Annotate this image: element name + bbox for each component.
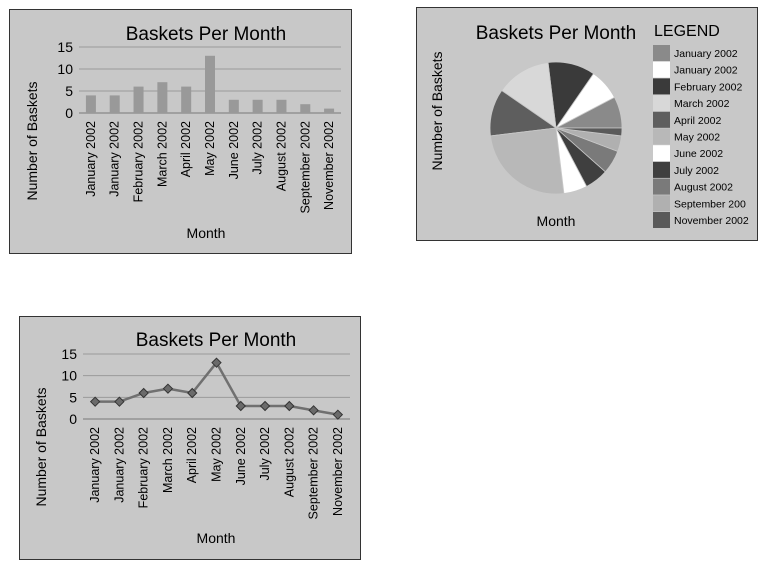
legend-title: LEGEND [654,23,720,40]
bar-xtick-label: February 2002 [132,121,146,202]
bar-ytick-label: 5 [65,83,73,99]
line-xtick-label: June 2002 [234,427,248,485]
line-xtick-label: February 2002 [137,427,151,508]
data-point [162,383,174,394]
line-xtick-label: April 2002 [185,427,199,483]
line-xtick-label: March 2002 [161,427,175,493]
legend-swatch [653,95,670,112]
line-ytick-label: 10 [61,368,77,384]
legend-swatch [653,212,670,228]
bar-chart-xlabel: Month [187,225,226,241]
legend-swatch [653,195,670,212]
bar-ytick-label: 10 [57,61,73,77]
data-point [114,396,125,407]
line-xtick-label: August 2002 [282,427,296,497]
bar-xtick-label: June 2002 [227,121,241,179]
bar [324,108,335,113]
line-chart-panel: Baskets Per Month Month Number of Basket… [19,316,361,560]
legend-swatch [653,78,670,95]
line-xtick-label: May 2002 [210,427,224,482]
pie-chart-xlabel: Month [537,213,576,229]
line-xtick-label: November 2002 [331,427,345,516]
bar-xtick-label: August 2002 [274,121,288,191]
data-point [211,357,222,368]
bar [228,99,239,113]
legend-label: September 200 [674,198,746,210]
line-ytick-label: 0 [69,411,77,427]
bar [276,99,287,113]
data-point [259,400,271,412]
bar-ytick-label: 15 [57,39,73,55]
line-chart: Baskets Per Month Month Number of Basket… [33,330,350,546]
bar-ytick-label: 0 [65,105,73,121]
bar-chart-panel: Baskets Per Month Month Number of Basket… [9,9,352,254]
line-xtick-label: July 2002 [258,427,272,481]
data-point [235,400,246,412]
line-chart-title: Baskets Per Month [136,330,297,351]
data-point [284,400,295,412]
legend-label: November 2002 [674,215,749,227]
pie-chart-title: Baskets Per Month [476,23,637,44]
pie-chart-panel: Baskets Per Month Number of Baskets Mont… [416,7,758,241]
legend-swatch [653,145,670,162]
bar [109,95,120,113]
pie-slice [555,127,623,137]
legend-swatch [653,111,670,128]
bar-chart-ylabel: Number of Baskets [24,81,40,200]
legend-label: January 2002 [674,65,738,77]
data-point [138,387,149,399]
legend-label: March 2002 [674,98,730,110]
bar [300,104,311,113]
line-chart-ylabel: Number of Baskets [33,387,49,506]
legend-label: May 2002 [674,132,720,144]
legend-swatch [653,128,670,145]
legend-label: July 2002 [674,165,719,177]
bar [252,99,263,113]
legend-swatch [653,161,670,178]
pie-slice [490,127,565,195]
legend-label: August 2002 [674,182,733,194]
line-ytick-label: 5 [69,389,77,405]
line-xtick-label: January 2002 [88,427,102,503]
line-xtick-label: January 2002 [112,427,126,503]
bar-chart-title: Baskets Per Month [126,24,287,45]
legend-swatch [653,45,670,61]
pie-chart: Baskets Per Month Number of Baskets Mont… [429,23,749,229]
bar [85,95,96,113]
data-point [308,405,319,416]
bar [157,82,168,113]
line-xtick-label: September 2002 [307,427,321,519]
bar-xtick-label: July 2002 [251,121,265,175]
bar [181,86,192,113]
pie-chart-ylabel: Number of Baskets [429,51,445,170]
bar-chart: Baskets Per Month Month Number of Basket… [24,24,341,241]
bar [204,55,216,113]
legend-swatch [653,61,670,78]
data-point [332,409,344,420]
bar-xtick-label: January 2002 [108,121,122,197]
legend-swatch [653,178,670,195]
data-point [187,387,198,399]
line-ytick-label: 15 [61,346,77,362]
series-line [95,360,339,416]
bar-xtick-label: May 2002 [203,121,217,176]
bar-xtick-label: April 2002 [179,121,193,177]
line-chart-xlabel: Month [197,530,236,546]
bar-xtick-label: September 2002 [298,121,312,213]
legend-label: April 2002 [674,115,721,127]
bar [133,86,144,113]
legend-label: January 2002 [674,48,738,60]
legend-label: February 2002 [674,81,742,93]
bar-xtick-label: January 2002 [84,121,98,197]
legend-label: June 2002 [674,148,723,160]
pie-slice [501,62,557,129]
data-point [89,396,101,407]
bar-xtick-label: March 2002 [155,121,169,187]
bar-xtick-label: November 2002 [322,121,336,210]
